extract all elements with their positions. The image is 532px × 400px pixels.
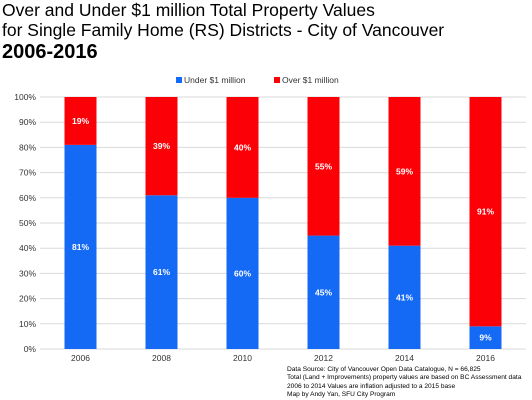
- bar-segment-under: [469, 326, 502, 349]
- x-tick-label: 2014: [395, 353, 414, 363]
- y-tick-label: 100%: [14, 92, 36, 102]
- y-tick-label: 50%: [19, 218, 36, 228]
- data-label: 60%: [234, 268, 251, 278]
- source-note-line: Total (Land + Improvements) property val…: [287, 374, 522, 382]
- bar-segment-over: [64, 97, 97, 145]
- x-tick-label: 2008: [152, 353, 171, 363]
- data-label: 40%: [234, 142, 251, 152]
- data-label: 59%: [396, 166, 413, 176]
- source-note: Data Source: City of Vancouver Open Data…: [287, 366, 521, 400]
- legend-swatch: [274, 77, 280, 83]
- data-label: 45%: [315, 287, 332, 297]
- data-label: 19%: [72, 116, 89, 126]
- bar-segment-over: [469, 97, 502, 327]
- bar-segment-over: [226, 97, 259, 198]
- legend-label: Over $1 million: [282, 75, 339, 85]
- bar-segment-under: [226, 197, 259, 349]
- y-tick-label: 90%: [19, 117, 36, 127]
- chart-title-line-1: Over and Under $1 million Total Property…: [2, 0, 375, 20]
- legend-swatch: [176, 77, 182, 83]
- bar-segment-under: [388, 245, 421, 349]
- data-label: 39%: [153, 141, 170, 151]
- y-tick-label: 40%: [19, 243, 36, 253]
- y-tick-label: 80%: [19, 142, 36, 152]
- x-tick-label: 2010: [233, 353, 252, 363]
- y-tick-label: 20%: [19, 294, 36, 304]
- y-tick-label: 0%: [24, 344, 37, 354]
- source-note-line: Data Source: City of Vancouver Open Data…: [287, 366, 481, 373]
- x-tick-label: 2016: [476, 353, 495, 363]
- data-label: 91%: [477, 207, 494, 217]
- bar-segment-over: [145, 97, 178, 196]
- data-label: 41%: [396, 292, 413, 302]
- x-tick-label: 2012: [314, 353, 333, 363]
- chart-title-block: Over and Under $1 million Total Property…: [2, 0, 444, 64]
- y-tick-label: 70%: [19, 168, 36, 178]
- y-tick-label: 60%: [19, 193, 36, 203]
- data-label: 81%: [72, 242, 89, 252]
- legend-label: Under $1 million: [184, 75, 246, 85]
- bar-segment-under: [64, 144, 97, 349]
- chart-subtitle: 2006-2016: [2, 41, 98, 63]
- chart-title-line-2: for Single Family Home (RS) Districts - …: [2, 20, 445, 40]
- data-label: 61%: [153, 267, 170, 277]
- y-tick-label: 10%: [19, 319, 36, 329]
- source-note-line: 2006 to 2014 Values are inflation adjust…: [287, 382, 456, 390]
- bar-segment-over: [307, 97, 340, 236]
- bar-segment-under: [307, 235, 340, 349]
- y-tick-label: 30%: [19, 268, 36, 278]
- data-label: 9%: [479, 333, 492, 343]
- data-label: 55%: [315, 161, 332, 171]
- bar-segment-under: [145, 195, 178, 349]
- x-tick-label: 2006: [71, 353, 90, 363]
- source-note-line: Map by Andy Yan, SFU City Program: [287, 391, 396, 399]
- bar-segment-over: [388, 97, 421, 246]
